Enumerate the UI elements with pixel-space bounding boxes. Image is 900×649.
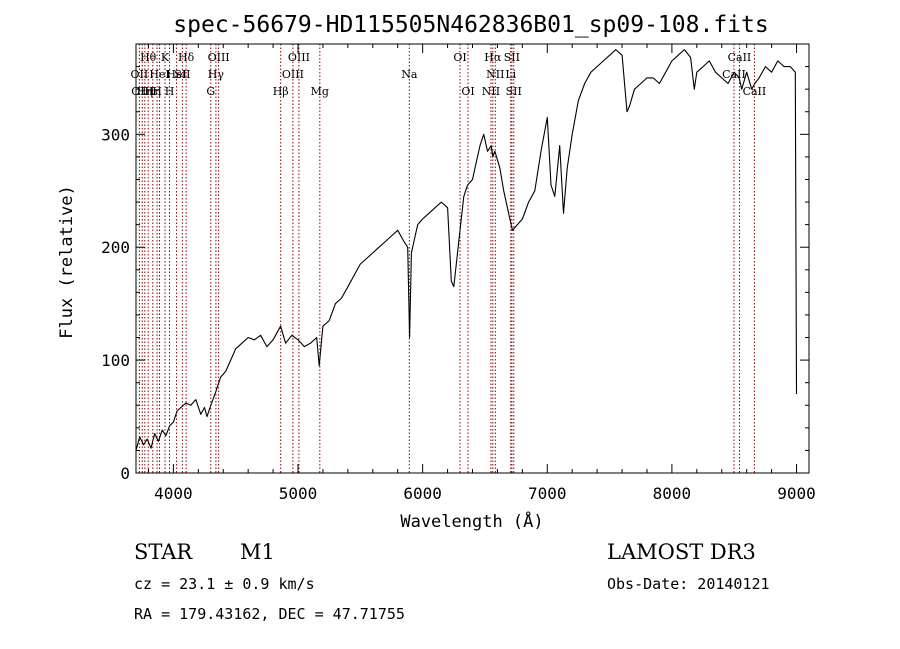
line-marker-label-25: Li (505, 68, 516, 81)
line-marker-label-0: OII (131, 68, 149, 81)
line-marker-label-6: HeI (149, 68, 169, 81)
line-marker-label-21: OI (461, 85, 474, 98)
line-marker-label-3: Hθ (140, 51, 157, 64)
redshift-text: cz = 23.1 ± 0.9 km/s (134, 575, 315, 593)
line-marker-label-17: OIII (288, 51, 310, 64)
line-marker-label-26: SII (504, 51, 520, 64)
line-marker-label-11: Hδ (178, 51, 195, 64)
line-marker-label-4: Hη (145, 85, 161, 98)
x-axis-ticks: 4000 5000 6000 7000 8000 9000 (147, 44, 816, 503)
x-tick-label-3: 7000 (528, 484, 567, 503)
y-tick-label-3: 300 (101, 125, 130, 144)
line-marker-label-22: NII (482, 85, 500, 98)
y-tick-label-2: 200 (101, 238, 130, 257)
line-marker-label-28: CaII (722, 68, 746, 81)
line-marker-label-20: OI (453, 51, 466, 64)
x-tick-label-0: 4000 (154, 484, 193, 503)
line-marker-label-13: Hγ (208, 68, 225, 81)
line-marker-label-23: Hα (484, 51, 502, 64)
x-tick-label-2: 6000 (403, 484, 442, 503)
survey-name: LAMOST DR3 (607, 540, 756, 564)
y-tick-label-0: 0 (120, 464, 130, 483)
coordinates-text: RA = 179.43162, DEC = 47.71755 (134, 605, 405, 623)
obs-date-text: Obs-Date: 20140121 (607, 575, 770, 593)
line-marker-label-18: Mg (311, 85, 329, 98)
line-marker-label-7: K (161, 51, 170, 64)
line-marker-label-10: SII (174, 68, 190, 81)
chart-title: spec-56679-HD115505N462836B01_sp09-108.f… (173, 12, 768, 38)
y-axis-ticks: 0 100 200 300 (101, 66, 809, 483)
line-markers: OIIOIIIHηHθHηHHeIKHHeISIIHδGHγOIIIHβOIII… (131, 44, 767, 473)
line-marker-label-24: NII (486, 68, 504, 81)
line-marker-label-15: Hβ (273, 85, 289, 98)
y-tick-label-1: 100 (101, 351, 130, 370)
line-marker-label-14: OIII (208, 51, 230, 64)
object-subclass: M1 (240, 540, 275, 564)
line-marker-label-16: OIII (282, 68, 304, 81)
spectrum-series (135, 49, 798, 451)
line-marker-label-27: SII (506, 85, 522, 98)
line-marker-label-12: G (206, 85, 215, 98)
x-tick-label-5: 9000 (777, 484, 816, 503)
object-class: STAR (134, 540, 193, 564)
line-marker-label-30: CaII (743, 85, 767, 98)
line-marker-label-1: OIII (131, 85, 153, 98)
x-axis-label: Wavelength (Å) (400, 510, 543, 532)
line-marker-label-9: HeI (166, 68, 186, 81)
x-tick-label-1: 5000 (279, 484, 318, 503)
spectrum-line (135, 49, 798, 451)
line-marker-label-5: H (152, 85, 162, 98)
line-marker-label-29: CaII (728, 51, 752, 64)
line-marker-label-8: H (165, 85, 175, 98)
line-marker-label-19: Na (401, 68, 418, 81)
y-axis-label: Flux (relative) (57, 185, 77, 339)
line-marker-label-2: Hη (137, 85, 153, 98)
x-tick-label-4: 8000 (653, 484, 692, 503)
